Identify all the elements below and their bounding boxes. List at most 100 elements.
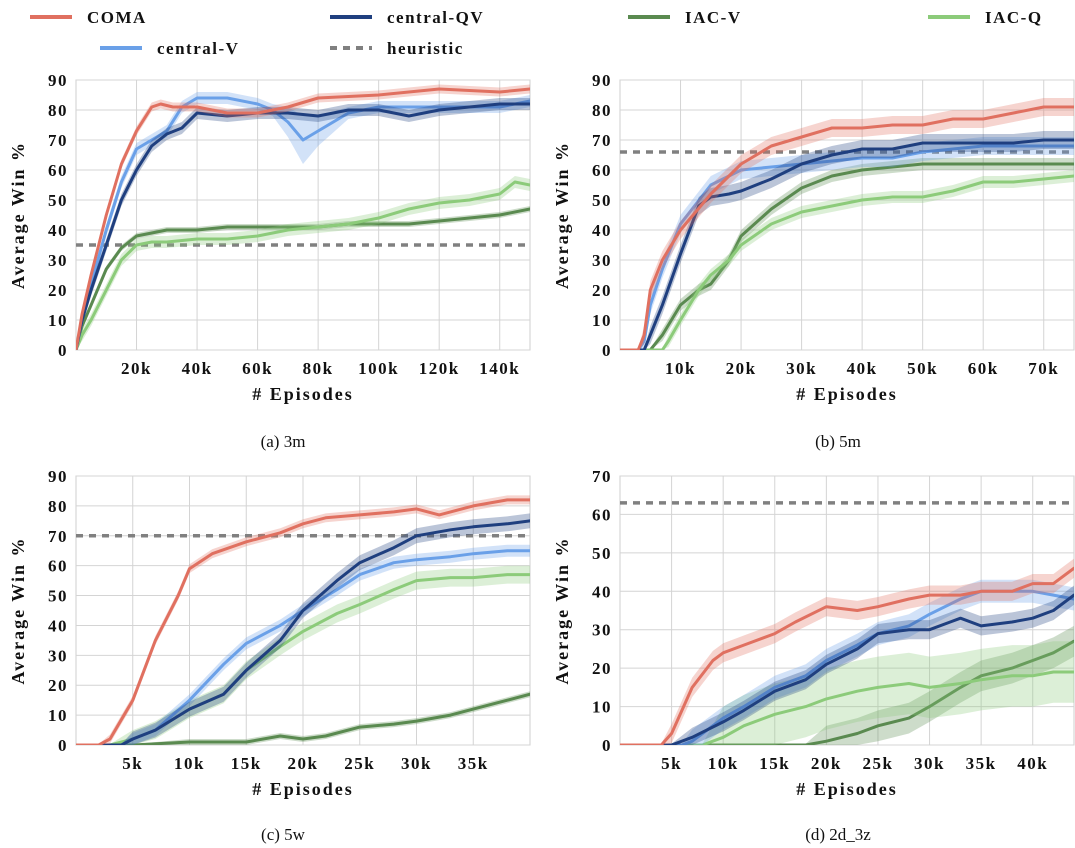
confidence-band-central-v bbox=[76, 92, 530, 350]
y-tick-label: 70 bbox=[48, 527, 68, 546]
series-group bbox=[76, 84, 530, 350]
x-axis-label: # Episodes bbox=[796, 384, 898, 404]
y-axis-label: Average Win % bbox=[552, 141, 572, 289]
chart-panel-2: 0 10 20 30 40 50 60 70 80 90 10k 20k 30k 40k 50k 60k 70k… bbox=[552, 71, 1075, 451]
series-line-iac-v bbox=[620, 162, 1074, 350]
x-tick-label: 20k bbox=[726, 359, 757, 378]
legend-label: central-V bbox=[157, 39, 239, 58]
series-line-coma bbox=[76, 498, 530, 745]
x-tick-label: 15k bbox=[231, 754, 262, 773]
confidence-band-iac-q bbox=[76, 565, 530, 745]
x-tick-label: 60k bbox=[242, 359, 273, 378]
y-tick-label: 90 bbox=[48, 467, 68, 486]
x-tick-label: 80k bbox=[303, 359, 334, 378]
x-tick-label: 10k bbox=[708, 754, 739, 773]
legend-label: IAC-Q bbox=[985, 8, 1043, 27]
x-tick-label: 20k bbox=[811, 754, 842, 773]
x-tick-label: 25k bbox=[344, 754, 375, 773]
series-line-coma bbox=[620, 566, 1074, 745]
legend-item-iac-q: IAC-Q bbox=[928, 8, 1043, 27]
x-tick-label: 60k bbox=[968, 359, 999, 378]
y-tick-label: 80 bbox=[48, 101, 68, 120]
confidence-band-central-qv bbox=[620, 585, 1074, 745]
x-tick-label: 25k bbox=[862, 754, 893, 773]
y-tick-label: 60 bbox=[592, 505, 612, 524]
series-line-central-qv bbox=[620, 138, 1074, 350]
plot-area bbox=[75, 79, 531, 351]
chart-panel-3: 0 10 20 30 40 50 60 70 80 90 5k 10k 15k 20k 25k 30k 35k #… bbox=[8, 467, 531, 844]
panel-caption: (d) 2d_3z bbox=[805, 825, 871, 844]
y-tick-label: 20 bbox=[48, 281, 68, 300]
y-tick-label: 0 bbox=[602, 736, 612, 755]
legend-item-central-qv: central-QV bbox=[330, 8, 483, 27]
x-tick-label: 70k bbox=[1028, 359, 1059, 378]
x-tick-label: 140k bbox=[479, 359, 520, 378]
x-tick-label: 30k bbox=[786, 359, 817, 378]
y-tick-label: 60 bbox=[48, 161, 68, 180]
x-axis-label: # Episodes bbox=[796, 779, 898, 799]
confidence-band-iac-q bbox=[76, 176, 530, 350]
y-tick-label: 40 bbox=[592, 221, 612, 240]
y-tick-label: 0 bbox=[58, 736, 68, 755]
y-tick-label: 60 bbox=[592, 161, 612, 180]
y-tick-label: 10 bbox=[592, 698, 612, 717]
series-line-iac-v bbox=[76, 692, 530, 745]
chart-panels: 0 10 20 30 40 50 60 70 80 90 20k 40k 60k 80k 100k 120k 1… bbox=[8, 71, 1075, 844]
y-tick-label: 0 bbox=[602, 341, 612, 360]
legend-label: IAC-V bbox=[685, 8, 742, 27]
y-axis-label: Average Win % bbox=[552, 537, 572, 685]
y-tick-label: 50 bbox=[48, 191, 68, 210]
legend-item-iac-v: IAC-V bbox=[628, 8, 742, 27]
legend-item-central-v: central-V bbox=[100, 39, 239, 58]
series-line-coma bbox=[620, 105, 1074, 350]
y-tick-label: 20 bbox=[592, 659, 612, 678]
x-tick-label: 5k bbox=[661, 754, 682, 773]
y-tick-label: 10 bbox=[48, 311, 68, 330]
x-tick-label: 50k bbox=[907, 359, 938, 378]
x-tick-label: 5k bbox=[122, 754, 143, 773]
series-line-iac-v bbox=[76, 207, 530, 350]
legend-item-heuristic: heuristic bbox=[330, 39, 464, 58]
x-tick-label: 120k bbox=[419, 359, 460, 378]
y-tick-label: 80 bbox=[48, 497, 68, 516]
y-tick-label: 30 bbox=[48, 251, 68, 270]
confidence-band-coma bbox=[620, 558, 1074, 745]
y-tick-label: 50 bbox=[48, 587, 68, 606]
y-tick-label: 70 bbox=[592, 131, 612, 150]
chart-panel-4: 0 10 20 30 40 50 60 70 5k 10k 15k 20k 25k 30k 35k 40k # … bbox=[552, 467, 1075, 844]
y-tick-label: 10 bbox=[48, 706, 68, 725]
legend-label: COMA bbox=[87, 8, 147, 27]
y-tick-label: 30 bbox=[592, 251, 612, 270]
chart-panel-1: 0 10 20 30 40 50 60 70 80 90 20k 40k 60k 80k 100k 120k 1… bbox=[8, 71, 531, 451]
y-tick-label: 20 bbox=[592, 281, 612, 300]
series-line-iac-v bbox=[620, 639, 1074, 745]
legend: COMA central-QV IAC-V IAC-Q central-V heurist… bbox=[30, 8, 1043, 58]
series-line-central-qv bbox=[620, 593, 1074, 745]
y-tick-label: 40 bbox=[592, 582, 612, 601]
y-axis-label: Average Win % bbox=[8, 141, 28, 289]
y-tick-label: 90 bbox=[48, 71, 68, 90]
confidence-band-central-qv bbox=[620, 131, 1074, 350]
series-line-iac-q bbox=[620, 670, 1074, 745]
confidence-band-iac-v bbox=[620, 625, 1074, 745]
series-line-iac-q bbox=[76, 180, 530, 350]
x-tick-label: 30k bbox=[401, 754, 432, 773]
y-tick-label: 30 bbox=[48, 646, 68, 665]
x-tick-label: 30k bbox=[914, 754, 945, 773]
x-tick-label: 20k bbox=[121, 359, 152, 378]
x-tick-label: 35k bbox=[966, 754, 997, 773]
y-tick-label: 70 bbox=[48, 131, 68, 150]
series-group bbox=[76, 495, 530, 745]
y-tick-label: 60 bbox=[48, 557, 68, 576]
y-tick-label: 50 bbox=[592, 544, 612, 563]
series-line-iac-q bbox=[620, 174, 1074, 350]
confidence-band-iac-q bbox=[620, 170, 1074, 350]
y-tick-label: 40 bbox=[48, 221, 68, 240]
y-tick-label: 90 bbox=[592, 71, 612, 90]
series-line-central-qv bbox=[76, 519, 530, 745]
legend-label: heuristic bbox=[387, 39, 464, 58]
y-tick-label: 30 bbox=[592, 621, 612, 640]
x-tick-label: 40k bbox=[847, 359, 878, 378]
y-tick-label: 40 bbox=[48, 616, 68, 635]
